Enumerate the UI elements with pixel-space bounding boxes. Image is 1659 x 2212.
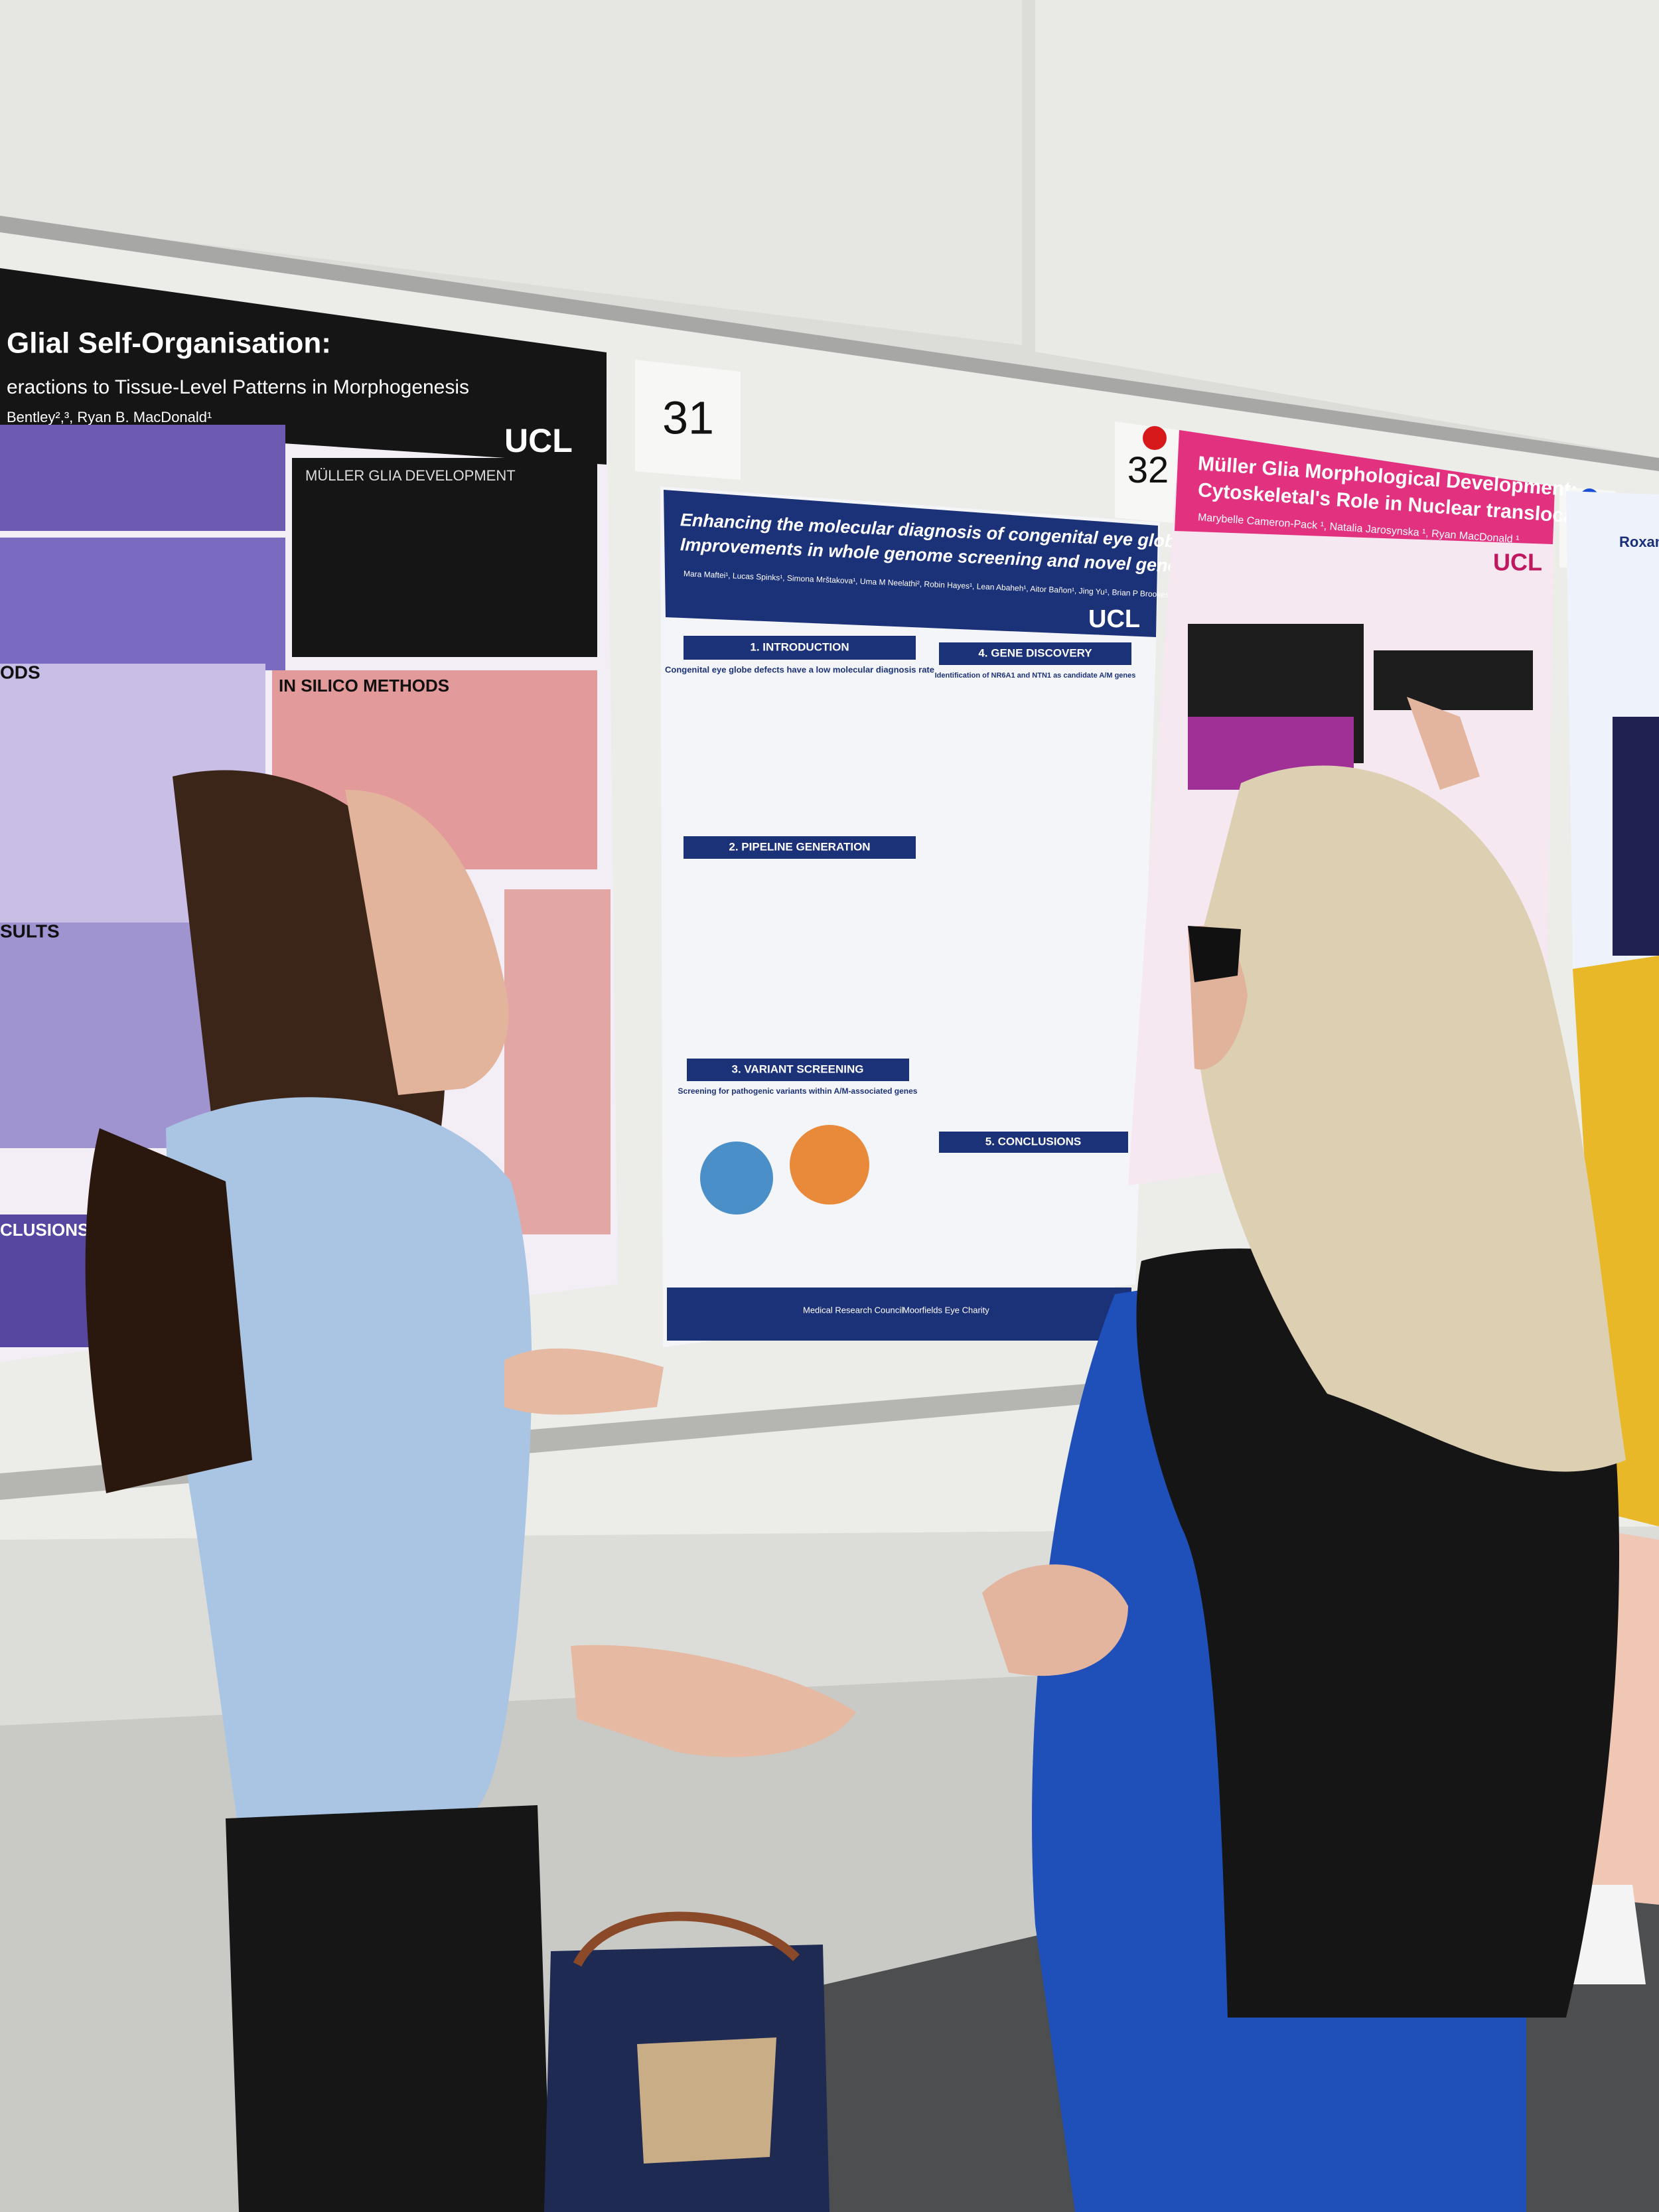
pie-illustration (700, 1142, 773, 1215)
panel (292, 458, 597, 657)
section-bar (684, 836, 916, 859)
section-bar (939, 642, 1131, 665)
section-heading: 5. CONCLUSIONS (985, 1135, 1082, 1147)
section-heading: 4. GENE DISCOVERY (978, 646, 1092, 659)
board-number: 31 (662, 392, 714, 443)
raised-hand (1407, 697, 1480, 790)
poster-header (0, 268, 607, 465)
hand (571, 1645, 856, 1757)
panel (0, 425, 285, 531)
poster-subtitle: eractions to Tissue-Level Patterns in Mo… (7, 376, 469, 398)
poster-header (1175, 430, 1555, 544)
poster-footer (667, 1288, 1131, 1341)
section-bar (687, 1059, 909, 1081)
poster-authors: Bentley²,³, Ryan B. MacDonald¹ (7, 409, 212, 425)
poster-header (664, 490, 1158, 637)
section-bar (684, 636, 916, 660)
hair-tail (85, 1128, 252, 1493)
footer-logo: Medical Research Council (803, 1305, 903, 1315)
panel (0, 538, 285, 670)
person-yellow (1573, 956, 1659, 1526)
bag-handle (573, 1911, 800, 1967)
hand (504, 1348, 664, 1415)
footer-logo: Moorfields Eye Charity (902, 1305, 989, 1315)
number-card (1115, 421, 1188, 524)
hair (1194, 765, 1626, 1472)
trousers (226, 1805, 551, 2212)
pin (1143, 426, 1167, 450)
face (345, 790, 509, 1095)
section-subheading: Screening for pathogenic variants within… (678, 1086, 918, 1096)
poster-logo: UCL (1493, 549, 1542, 576)
board-number: 32 (1127, 449, 1169, 490)
section-subheading: Congenital eye globe defects have a low … (665, 664, 934, 674)
upper-panel (1035, 0, 1659, 458)
poster-author: Roxana Lu (1619, 534, 1659, 550)
upper-panel (0, 0, 1022, 345)
section-heading: 1. INTRODUCTION (750, 640, 849, 653)
bag-flap (637, 2037, 776, 2164)
poster-logo: UCL (1088, 605, 1140, 633)
hands (982, 1564, 1128, 1676)
number-card (635, 360, 741, 480)
figure (1613, 717, 1659, 956)
rail (0, 216, 1659, 471)
glasses (1188, 926, 1241, 982)
sweater (166, 1097, 532, 1832)
poster-title: Glial Self-Organisation: (7, 327, 331, 360)
section-bar (939, 1132, 1128, 1153)
section-heading: 2. PIPELINE GENERATION (729, 840, 870, 853)
section-heading: 3. VARIANT SCREENING (732, 1063, 864, 1075)
panel (504, 889, 611, 1234)
section-heading: SULTS (0, 921, 60, 941)
section-subheading: Identification of NR6A1 and NTN1 as cand… (935, 672, 1136, 680)
pie-illustration (790, 1125, 869, 1205)
section-heading: ODS (0, 662, 40, 682)
section-heading: IN SILICO METHODS (279, 676, 449, 696)
figure (1374, 650, 1533, 710)
poster-logo: UCL (504, 422, 573, 459)
section-heading: MÜLLER GLIA DEVELOPMENT (305, 467, 516, 484)
